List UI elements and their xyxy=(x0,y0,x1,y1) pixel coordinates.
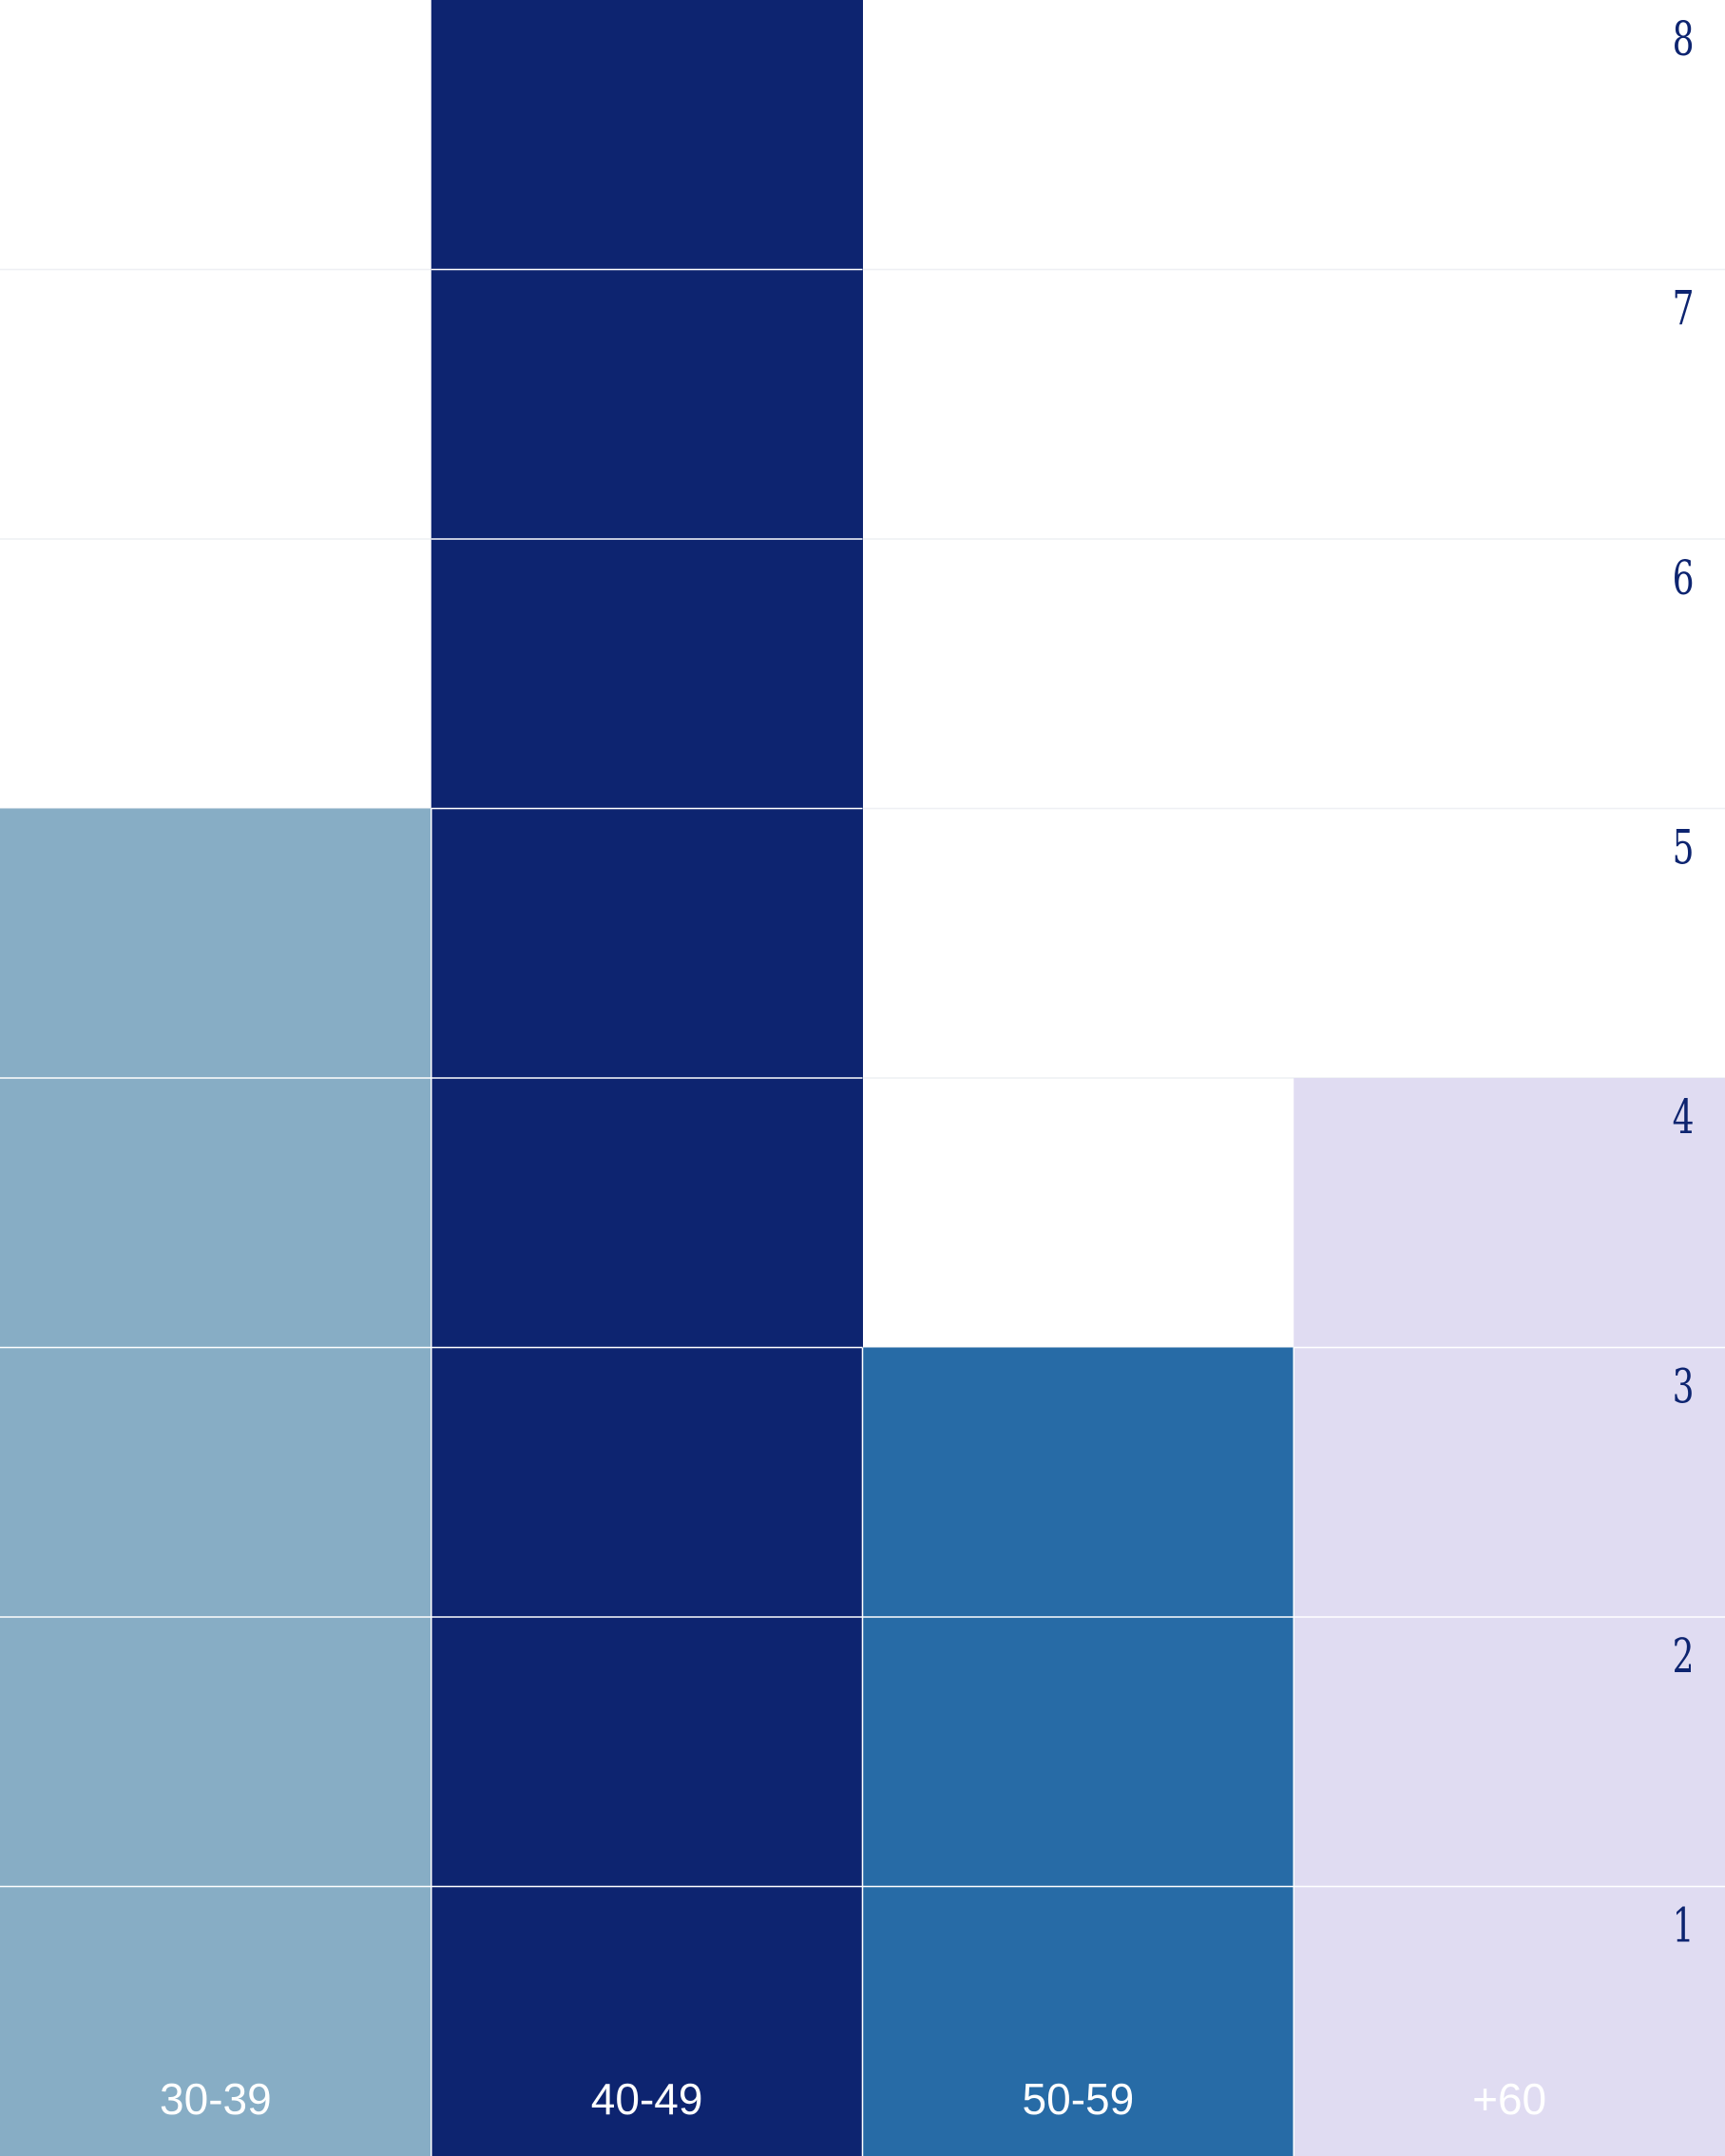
bar-unit-block xyxy=(431,1617,863,1887)
bar-unit-block xyxy=(431,1078,863,1348)
category-label: 50-59 xyxy=(1023,2074,1135,2124)
bar-unit-block xyxy=(862,1886,1294,2156)
y-tick-labels: 1 2 3 4 5 6 7 8 xyxy=(1673,12,1695,1954)
y-tick-label: 6 xyxy=(1673,551,1695,606)
bar xyxy=(431,0,863,2156)
y-tick-label: 7 xyxy=(1673,282,1695,337)
y-tick-label: 5 xyxy=(1673,821,1695,876)
bar-unit-block xyxy=(862,1617,1294,1887)
bar-unit-block xyxy=(0,1617,432,1887)
bar-unit-block xyxy=(0,1078,432,1348)
bar-unit-block xyxy=(431,1886,863,2156)
bar-unit-block xyxy=(1294,1347,1725,1618)
bar-unit-block xyxy=(0,808,432,1079)
y-tick-label: 1 xyxy=(1673,1899,1695,1954)
category-labels: 30-39 40-49 50-59 +60 xyxy=(160,2074,1546,2124)
bar-unit-block xyxy=(0,1886,432,2156)
bar-unit-block xyxy=(431,1347,863,1618)
bar-unit-block xyxy=(431,0,863,270)
y-tick-label: 8 xyxy=(1673,12,1695,67)
bar-unit-block xyxy=(431,269,863,540)
y-tick-label: 2 xyxy=(1673,1629,1695,1684)
bar-unit-block xyxy=(431,539,863,809)
category-label: +60 xyxy=(1472,2074,1546,2124)
bar-unit-block xyxy=(862,1347,1294,1618)
bar-unit-block xyxy=(0,1347,432,1618)
bar xyxy=(0,808,432,2156)
y-tick-label: 3 xyxy=(1673,1360,1695,1415)
bar xyxy=(1294,1078,1725,2156)
category-label: 40-49 xyxy=(591,2074,703,2124)
bar-unit-block xyxy=(1294,1617,1725,1887)
category-label: 30-39 xyxy=(160,2074,272,2124)
y-tick-label: 4 xyxy=(1673,1090,1695,1145)
bar xyxy=(862,1347,1294,2156)
bar-unit-block xyxy=(431,808,863,1079)
bar-unit-block xyxy=(1294,1886,1725,2156)
bar-unit-block xyxy=(1294,1078,1725,1348)
